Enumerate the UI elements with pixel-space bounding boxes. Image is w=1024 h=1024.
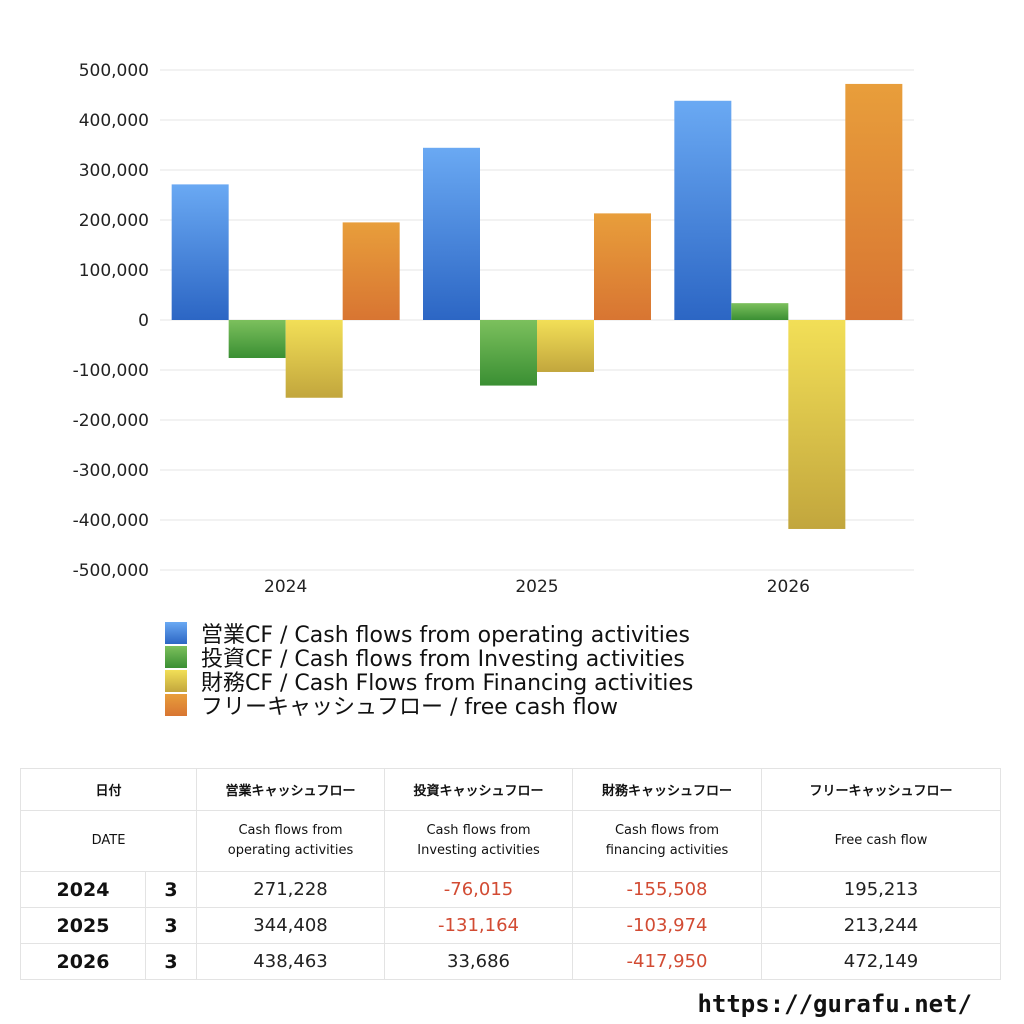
legend-item-free: フリーキャッシュフロー / free cash flow — [165, 693, 693, 720]
x-tick-label: 2024 — [264, 577, 307, 597]
y-tick-label: 0 — [138, 311, 149, 331]
row-financing: -103,974 — [572, 907, 763, 944]
row-year: 2026 — [20, 943, 146, 980]
header-free-en: Free cash flow — [761, 810, 1002, 872]
cash-flow-table: 日付 営業キャッシュフロー 投資キャッシュフロー 財務キャッシュフロー フリーキ… — [19, 768, 1002, 980]
header-date-en: DATE — [19, 810, 198, 872]
table-row: 2025 3 344,408 -131,164 -103,974 213,244 — [20, 907, 1002, 944]
row-investing: -76,015 — [384, 871, 574, 908]
bar-free-2024 — [342, 222, 400, 320]
row-month: 3 — [144, 907, 198, 944]
header-operating-en: Cash flows from operating activities — [196, 810, 386, 872]
bar-financing-2025 — [537, 320, 594, 372]
table-header-english: DATE Cash flows from operating activitie… — [19, 810, 1002, 872]
legend-swatch-free — [165, 694, 187, 716]
legend-swatch-investing — [165, 646, 187, 668]
legend-item-financing: 財務CF / Cash Flows from Financing activit… — [165, 669, 693, 696]
bars — [171, 83, 903, 529]
legend-item-investing: 投資CF / Cash flows from Investing activit… — [165, 645, 693, 672]
cash-flow-bar-chart: 500,000 400,000 300,000 200,000 100,000 0 -100… — [73, 61, 914, 597]
row-free: 213,244 — [761, 907, 1002, 944]
y-tick-label: -100,000 — [73, 361, 149, 381]
site-url-link[interactable]: https://gurafu.net/ — [697, 990, 972, 1018]
bar-financing-2026 — [788, 320, 846, 529]
y-tick-label: 200,000 — [79, 211, 149, 231]
y-tick-label: 500,000 — [79, 61, 149, 81]
x-tick-label: 2026 — [767, 577, 810, 597]
row-investing: -131,164 — [384, 907, 574, 944]
header-free-ja: フリーキャッシュフロー — [761, 768, 1002, 811]
legend-item-operating: 営業CF / Cash flows from operating activit… — [165, 621, 693, 648]
header-investing-en-text: Cash flows from Investing activities — [417, 823, 540, 858]
header-date-ja: 日付 — [19, 768, 198, 811]
y-tick-label: -400,000 — [73, 511, 149, 531]
row-year: 2025 — [20, 907, 146, 944]
y-tick-label: 400,000 — [79, 111, 149, 131]
row-month: 3 — [144, 871, 198, 908]
legend-label-operating: 営業CF / Cash flows from operating activit… — [201, 623, 690, 648]
y-tick-label: -300,000 — [73, 461, 149, 481]
legend-swatch-operating — [165, 622, 187, 644]
legend-label-free: フリーキャッシュフロー / free cash flow — [201, 695, 619, 720]
bar-operating-2026 — [674, 100, 732, 321]
header-investing-en: Cash flows from Investing activities — [384, 810, 574, 872]
row-operating: 271,228 — [196, 871, 386, 908]
legend-swatch-financing — [165, 670, 187, 692]
legend-label-financing: 財務CF / Cash Flows from Financing activit… — [201, 671, 694, 696]
header-investing-ja: 投資キャッシュフロー — [384, 768, 574, 811]
table-row: 2026 3 438,463 33,686 -417,950 472,149 — [20, 943, 1002, 980]
row-free: 195,213 — [761, 871, 1002, 908]
y-tick-label: -200,000 — [73, 411, 149, 431]
header-financing-en: Cash flows from financing activities — [572, 810, 763, 872]
bar-operating-2025 — [423, 147, 480, 320]
y-tick-label: 300,000 — [79, 161, 149, 181]
row-year: 2024 — [20, 871, 146, 908]
header-operating-en-text: Cash flows from operating activities — [227, 823, 354, 858]
bar-investing-2024 — [228, 320, 286, 359]
x-tick-label: 2025 — [515, 577, 558, 597]
row-investing: 33,686 — [384, 943, 574, 980]
row-operating: 344,408 — [196, 907, 386, 944]
row-financing: -155,508 — [572, 871, 763, 908]
x-axis-category-labels: 2024 2025 2026 — [264, 577, 810, 597]
y-axis-tick-labels: 500,000 400,000 300,000 200,000 100,000 0 -100… — [73, 61, 149, 581]
chart-legend: 営業CF / Cash flows from operating activit… — [165, 621, 693, 720]
row-financing: -417,950 — [572, 943, 763, 980]
y-tick-label: 100,000 — [79, 261, 149, 281]
bar-financing-2024 — [285, 320, 343, 398]
bar-investing-2025 — [480, 320, 537, 386]
bar-free-2025 — [594, 213, 651, 320]
row-free: 472,149 — [761, 943, 1002, 980]
bar-investing-2026 — [731, 303, 789, 320]
header-operating-ja: 営業キャッシュフロー — [196, 768, 386, 811]
header-financing-ja: 財務キャッシュフロー — [572, 768, 763, 811]
bar-free-2026 — [845, 83, 903, 320]
row-operating: 438,463 — [196, 943, 386, 980]
row-month: 3 — [144, 943, 198, 980]
bar-operating-2024 — [171, 184, 229, 320]
y-tick-label: -500,000 — [73, 561, 149, 581]
table-header-japanese: 日付 営業キャッシュフロー 投資キャッシュフロー 財務キャッシュフロー フリーキ… — [19, 768, 1002, 811]
header-financing-en-text: Cash flows from financing activities — [605, 823, 729, 858]
legend-label-investing: 投資CF / Cash flows from Investing activit… — [201, 647, 685, 672]
table-row: 2024 3 271,228 -76,015 -155,508 195,213 — [20, 871, 1002, 908]
